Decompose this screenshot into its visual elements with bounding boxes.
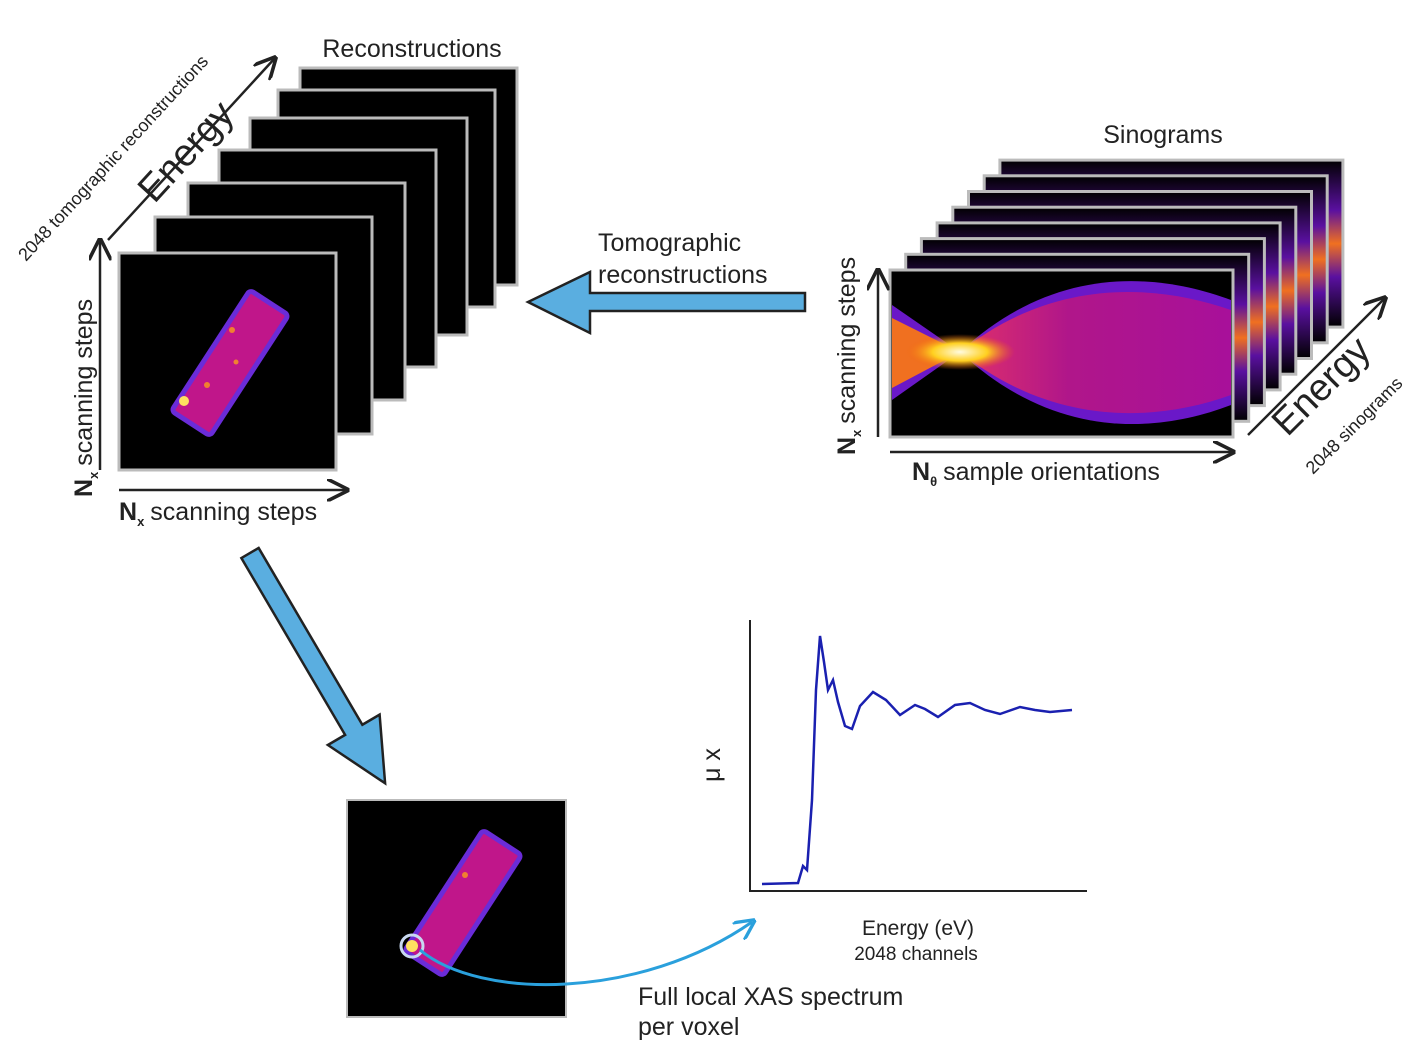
flow-arrow-shape bbox=[224, 538, 411, 799]
arrow-label: Tomographic bbox=[598, 229, 741, 257]
x-axis-label: Nx scanning steps bbox=[119, 498, 317, 529]
title: Reconstructions bbox=[322, 35, 501, 63]
x-axis-label: Energy (eV) bbox=[862, 917, 974, 940]
label-text: scanning steps bbox=[833, 257, 861, 424]
diagram: Reconstructions Energy 2048 tomographic … bbox=[0, 0, 1419, 1041]
symbol: N bbox=[70, 479, 98, 497]
caption: per voxel bbox=[638, 1013, 739, 1041]
y-axis-label: μ x bbox=[698, 748, 726, 782]
subscript: x bbox=[86, 471, 101, 479]
label-text: scanning steps bbox=[150, 498, 317, 526]
label-text: sample orientations bbox=[943, 458, 1160, 486]
sample-spot bbox=[229, 327, 235, 333]
flow-arrow bbox=[224, 538, 411, 799]
symbol: N bbox=[119, 498, 137, 526]
title: Sinograms bbox=[1103, 121, 1223, 149]
spectrum-curve bbox=[762, 636, 1072, 884]
sample-spot bbox=[462, 872, 468, 878]
symbol: N bbox=[833, 437, 861, 455]
sinogram-hotspot bbox=[905, 334, 1015, 370]
sample-spot bbox=[406, 940, 418, 952]
spectrum-axes bbox=[750, 620, 1087, 891]
sample-spot bbox=[234, 360, 239, 365]
channels-label: 2048 channels bbox=[854, 944, 978, 965]
arrow-label: reconstructions bbox=[598, 261, 768, 289]
caption: Full local XAS spectrum bbox=[638, 983, 903, 1011]
x-axis-label: Nθ sample orientations bbox=[912, 458, 1160, 489]
sinogram-front bbox=[890, 270, 1233, 437]
sample-spot bbox=[179, 396, 189, 406]
subscript: x bbox=[137, 514, 145, 529]
y-axis-label: Nx scanning steps bbox=[70, 299, 101, 497]
y-axis-label: Nx scanning steps bbox=[833, 257, 864, 455]
sample-spot bbox=[204, 382, 210, 388]
label-text: scanning steps bbox=[70, 299, 98, 466]
subscript: θ bbox=[930, 474, 937, 489]
symbol: N bbox=[912, 458, 930, 486]
subscript: x bbox=[849, 429, 864, 437]
